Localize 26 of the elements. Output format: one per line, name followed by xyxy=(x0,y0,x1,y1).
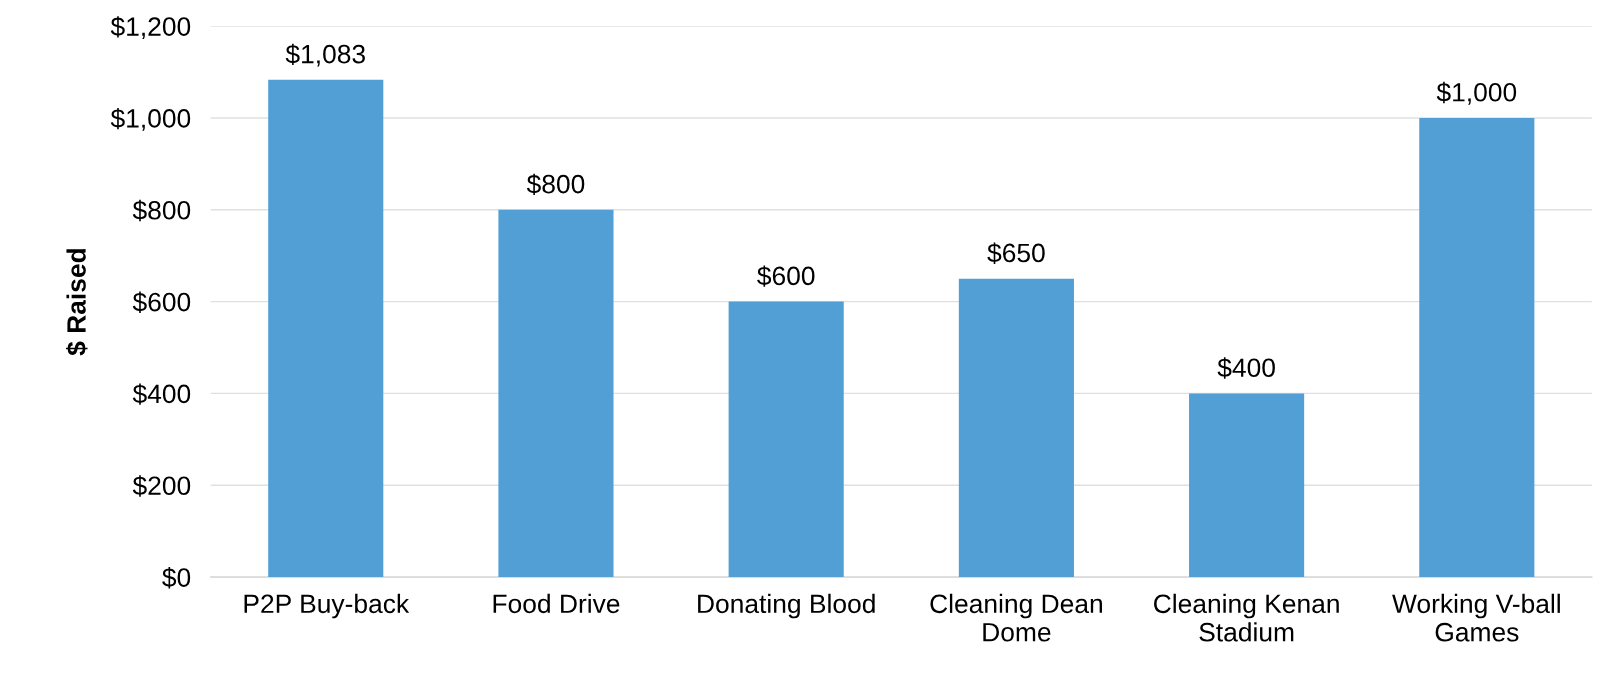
x-tick-label: Working V-ball Games xyxy=(1392,593,1560,642)
data-label: $800 xyxy=(526,173,585,196)
y-tick-label: $800 xyxy=(132,199,191,222)
y-tick-label: $1,000 xyxy=(110,107,191,131)
x-tick-label: Cleaning Dean Dome xyxy=(930,593,1102,642)
x-tick-label: Cleaning Kenan Stadium xyxy=(1154,593,1339,642)
x-tick-label: Food Drive xyxy=(493,593,620,614)
bar xyxy=(1189,393,1305,578)
y-tick-label: $200 xyxy=(132,475,191,497)
data-label: $1,000 xyxy=(1436,81,1517,105)
bar xyxy=(1419,117,1535,578)
y-tick-label: $400 xyxy=(132,383,191,405)
bar xyxy=(958,278,1074,578)
y-tick-label: $600 xyxy=(132,291,191,313)
bar xyxy=(268,79,384,578)
y-tick-label: $0 xyxy=(162,567,191,589)
y-axis-title: $ Raised xyxy=(65,249,88,356)
bar xyxy=(728,301,844,578)
bar xyxy=(498,209,614,578)
y-tick-label: $1,200 xyxy=(110,16,191,40)
x-tick-label: P2P Buy-back xyxy=(244,593,410,619)
data-label: $650 xyxy=(987,242,1045,264)
data-label: $400 xyxy=(1217,357,1275,379)
data-label: $1,083 xyxy=(285,43,365,67)
data-label: $600 xyxy=(757,265,815,287)
x-tick-label: Donating Blood xyxy=(698,593,875,619)
